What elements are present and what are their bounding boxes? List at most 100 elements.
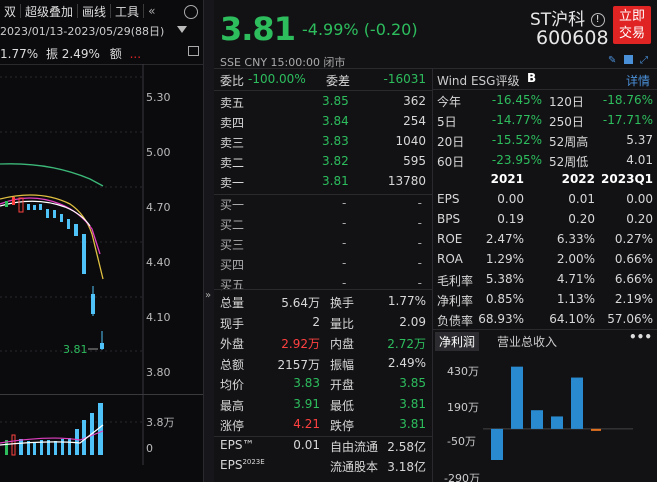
perf-value: -15.52% — [491, 133, 542, 147]
divider — [432, 68, 433, 482]
stats-table: 总量 5.64万 换手 1.77% 现手 2 量比 2.09 外盘 2.92万 内盘 2.72万 总额 2… — [214, 290, 432, 482]
fin-row: 负债率 68.93% 64.10% 57.06% — [433, 312, 657, 332]
ask-row[interactable]: 卖四 3.84 254 — [214, 114, 432, 134]
ask-label: 卖二 — [220, 156, 245, 170]
perf-label: 今年 — [437, 95, 462, 109]
price-tick: 4.70 — [146, 201, 171, 214]
ask-volume: 595 — [403, 154, 426, 168]
weibi-value: -100.00% — [248, 72, 306, 86]
ask-price: 3.84 — [322, 114, 349, 128]
mini-bar-chart — [483, 366, 633, 460]
fin-value: 2.00% — [556, 252, 595, 266]
bar[interactable] — [511, 366, 523, 429]
collapse-icon[interactable]: « — [148, 4, 156, 18]
fin-header: 2021 — [490, 172, 524, 186]
divider — [214, 289, 432, 290]
more-icon[interactable]: ••• — [629, 330, 653, 344]
stat-label: 涨停 — [220, 419, 245, 433]
bar[interactable] — [491, 428, 503, 460]
toolbar-item-0[interactable]: 双 — [4, 4, 17, 19]
market-meta: SSE CNY 15:00:00 闭市 — [220, 56, 346, 69]
bar[interactable] — [551, 416, 563, 429]
kline-panel[interactable]: 双 超级叠加 画线 工具 « 2023/01/13-2023/05/29(88日… — [0, 0, 203, 482]
bid-price: - — [342, 196, 347, 210]
price-tick: 4.10 — [146, 311, 171, 324]
vol-tick: 3.8万 — [146, 416, 175, 429]
bid-row[interactable]: 买四 - - — [214, 256, 432, 276]
kline-chart — [0, 64, 144, 394]
info-label: 振 — [45, 47, 58, 61]
expand-arrow-icon[interactable]: ⤢ — [640, 55, 648, 66]
bid-price: - — [342, 276, 347, 290]
perf-value: -14.77% — [491, 113, 542, 127]
bid-row[interactable]: 买一 - - — [214, 196, 432, 216]
ask-row[interactable]: 卖五 3.85 362 — [214, 94, 432, 114]
perf-value: -18.76% — [602, 93, 653, 107]
info-icon[interactable]: ! — [590, 13, 605, 27]
toolbar-tools[interactable]: 工具 — [115, 4, 140, 19]
bar[interactable] — [571, 377, 583, 429]
perf-value: 5.37 — [626, 133, 653, 147]
settings-gear-icon[interactable] — [184, 5, 198, 19]
fin-row: 净利率 0.85% 1.13% 2.19% — [433, 292, 657, 312]
bar[interactable] — [531, 410, 543, 429]
dropdown-icon[interactable] — [177, 26, 187, 33]
bid-price: - — [342, 256, 347, 270]
volume-chart — [0, 395, 144, 465]
ask-volume: 1040 — [395, 134, 426, 148]
edit-icon[interactable]: ✎ — [608, 55, 617, 66]
divider — [0, 64, 203, 65]
divider — [214, 68, 657, 69]
perf-label: 20日 — [437, 135, 465, 149]
perf-value: -16.45% — [491, 93, 542, 107]
perf-row: 60日 -23.95% 52周低 4.01 — [433, 153, 657, 173]
tab-revenue[interactable]: 营业总收入 — [497, 335, 558, 349]
fin-value: 0.85% — [485, 292, 524, 306]
bid-label: 买三 — [220, 238, 245, 252]
square-icon[interactable] — [624, 55, 633, 64]
stat-label: 跌停 — [330, 419, 355, 433]
stats-row: 总量 5.64万 换手 1.77% — [214, 294, 432, 314]
kline-info-bar: 1.77% 振 2.49% 额 ... — [0, 45, 180, 62]
toolbar-overlay[interactable]: 超级叠加 — [25, 4, 74, 19]
order-book: 委比 -100.00% 委差 -16031 卖五 3.85 362 卖四 3.84 254 卖三 3.… — [214, 68, 432, 292]
ask-row[interactable]: 卖一 3.81 13780 — [214, 174, 432, 194]
ask-row[interactable]: 卖二 3.82 595 — [214, 154, 432, 174]
ask-label: 卖三 — [220, 136, 245, 150]
perf-label: 52周高 — [549, 135, 589, 149]
fin-value: 1.13% — [556, 292, 595, 306]
mini-axis-tick: -50万 — [447, 435, 476, 448]
fin-value: 64.10% — [549, 312, 595, 326]
ask-price: 3.83 — [322, 134, 349, 148]
stat-value: 3.83 — [293, 376, 320, 390]
ask-row[interactable]: 卖三 3.83 1040 — [214, 134, 432, 154]
expand-icon[interactable]: » — [205, 290, 212, 301]
fin-row: ROA 1.29% 2.00% 0.66% — [433, 252, 657, 272]
bid-volume: - — [417, 276, 422, 290]
bid-row[interactable]: 买五 - - — [214, 276, 432, 296]
esg-detail-link[interactable]: 详情 — [626, 74, 651, 88]
trade-now-button[interactable]: 立即 交易 — [613, 6, 651, 44]
fin-value: 0.01 — [568, 192, 595, 206]
bid-row[interactable]: 买三 - - — [214, 236, 432, 256]
calendar-icon[interactable] — [188, 46, 199, 56]
bid-row[interactable]: 买二 - - — [214, 216, 432, 236]
weibi-label: 委比 — [220, 74, 245, 88]
stats-row: 总额 2157万 振幅 2.49% — [214, 356, 432, 376]
ask-price: 3.85 — [322, 94, 349, 108]
fin-value: 57.06% — [607, 312, 653, 326]
tab-net-profit[interactable]: 净利润 — [435, 332, 480, 351]
stat-label: 开盘 — [330, 378, 355, 392]
perf-row: 20日 -15.52% 52周高 5.37 — [433, 133, 657, 153]
bar[interactable] — [591, 428, 601, 431]
perf-label: 120日 — [549, 95, 584, 109]
stat-value: 2.58亿 — [387, 439, 426, 454]
divider — [433, 329, 657, 330]
panel-splitter[interactable]: » — [203, 0, 214, 482]
stat-label: EPS2023E — [220, 458, 265, 472]
fin-header-row: 2021 2022 2023Q1 — [433, 172, 657, 192]
stat-label: 外盘 — [220, 337, 245, 351]
last-price: 3.81 — [220, 10, 296, 48]
weicha-label: 委差 — [326, 74, 351, 88]
toolbar-draw[interactable]: 画线 — [82, 4, 107, 19]
